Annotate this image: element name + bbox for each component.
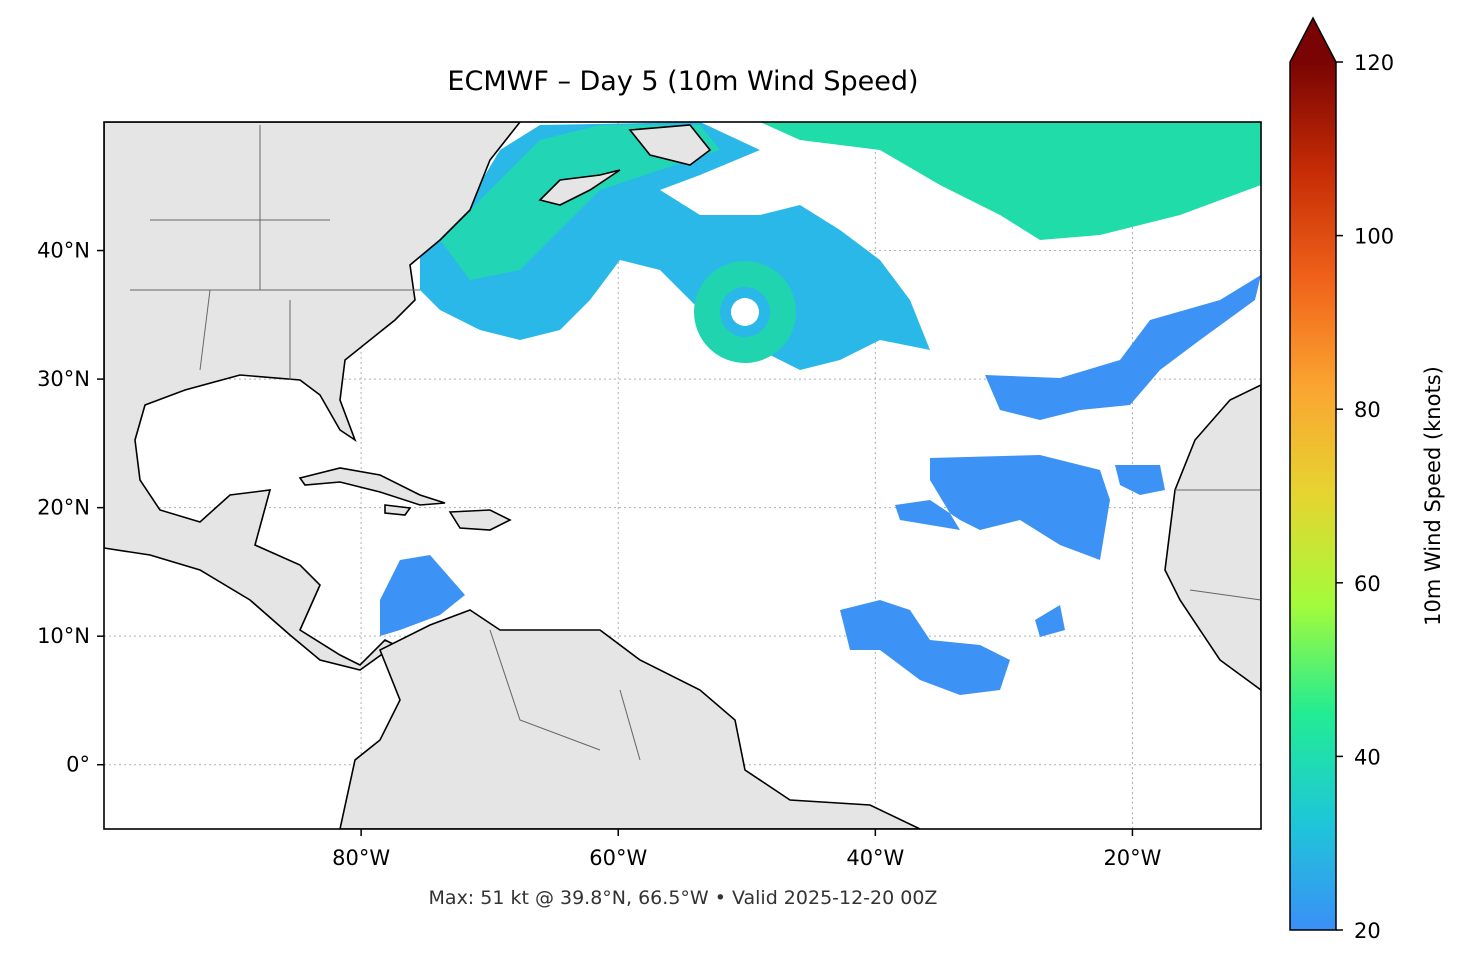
cyclone-eye — [731, 298, 759, 326]
wind-region — [760, 122, 1261, 240]
hispaniola — [448, 509, 512, 531]
y-tick-label: 10°N — [37, 624, 90, 648]
colorbar-tick-label: 40 — [1354, 745, 1381, 769]
wind-region — [440, 125, 720, 280]
colorbar: 20 40 60 80 100 120 — [1289, 16, 1394, 943]
cyclone-ring — [694, 261, 796, 363]
footer-note: Max: 51 kt @ 39.8°N, 66.5°W • Valid 2025… — [429, 887, 938, 909]
wind-region — [380, 555, 465, 636]
x-tick-label: 60°W — [589, 846, 647, 870]
wind-region — [1035, 605, 1065, 637]
map-frame — [103, 121, 1262, 830]
colorbar-tick-label: 60 — [1354, 572, 1381, 596]
y-tick-label: 20°N — [37, 496, 90, 520]
map-area — [104, 122, 1261, 829]
south-america — [339, 609, 921, 829]
colorbar-tick-label: 100 — [1354, 225, 1394, 249]
jamaica — [384, 504, 412, 516]
africa — [1164, 384, 1261, 691]
colorbar-extend — [1290, 18, 1336, 62]
colorbar-tick-label: 80 — [1354, 398, 1381, 422]
x-tick-label: 40°W — [846, 846, 904, 870]
wind-region — [1115, 465, 1165, 495]
wind-region — [985, 275, 1261, 420]
colorbar-tick-label: 120 — [1354, 51, 1394, 75]
x-tick-label: 80°W — [332, 846, 390, 870]
cuba — [298, 467, 446, 506]
wind-field — [330, 122, 1261, 695]
nova-scotia — [538, 169, 621, 206]
wind-region — [895, 455, 1110, 560]
colorbar-scale — [1290, 62, 1336, 930]
borders — [130, 125, 1261, 761]
colorbar-frame — [1289, 16, 1337, 931]
newfoundland — [628, 124, 712, 166]
x-tick-label: 20°W — [1103, 846, 1161, 870]
map-title: ECMWF – Day 5 (10m Wind Speed) — [447, 66, 918, 97]
north-america — [104, 122, 522, 671]
land — [104, 122, 1261, 829]
y-tick-label: 40°N — [37, 239, 90, 263]
wind-region — [840, 600, 1010, 695]
y-tick-label: 30°N — [37, 367, 90, 391]
y-tick-label: 0° — [66, 753, 90, 777]
colorbar-label: 10m Wind Speed (knots) — [1421, 366, 1445, 626]
colorbar-tick-label: 20 — [1354, 919, 1381, 943]
